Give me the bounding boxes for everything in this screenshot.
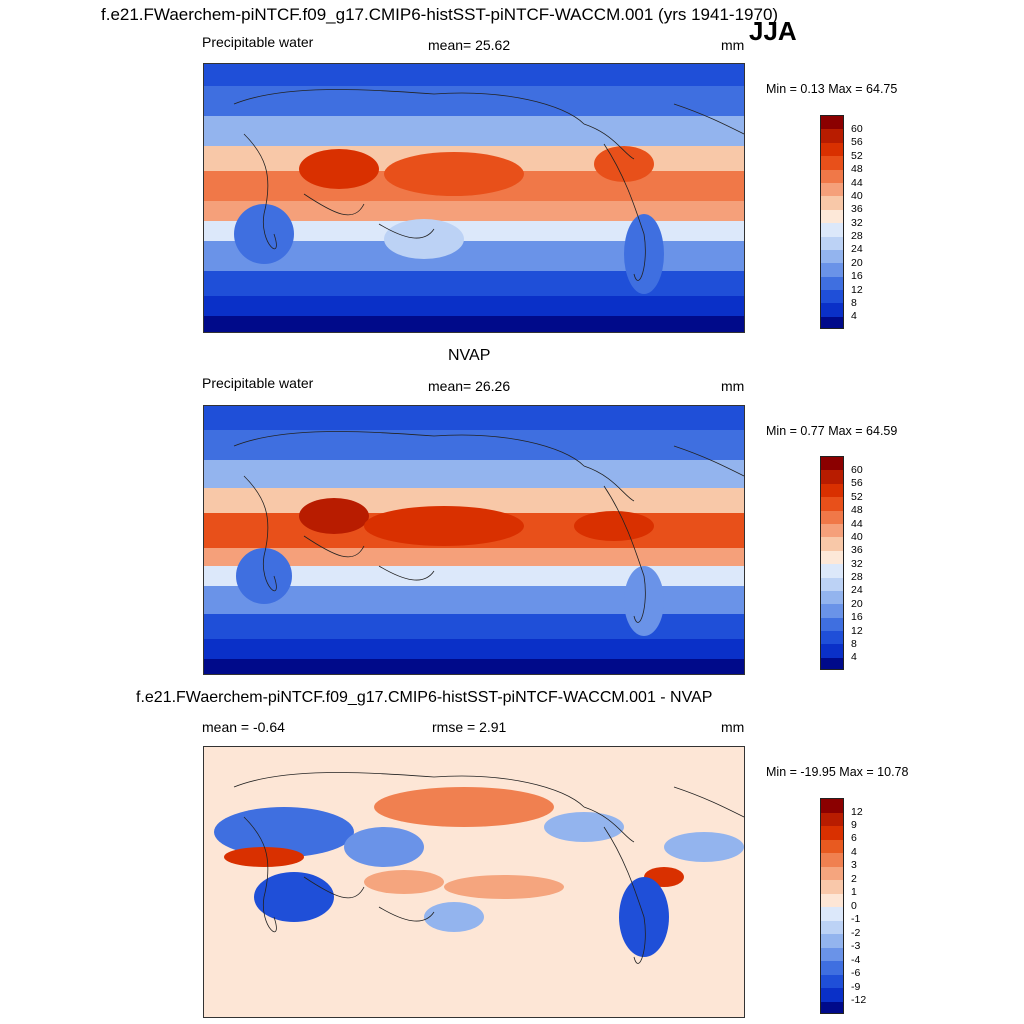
panel1-units: mm bbox=[721, 37, 745, 53]
panel2-cb-label: 36 bbox=[851, 544, 863, 556]
panel1-cb-label: 24 bbox=[851, 243, 863, 255]
panel2-colorbar bbox=[820, 456, 844, 670]
panel3-colorbar bbox=[820, 798, 844, 1014]
panel3-cb-label: 3 bbox=[851, 859, 857, 871]
panel1-cb-label: 32 bbox=[851, 217, 863, 229]
panel2-units: mm bbox=[721, 378, 745, 394]
panel1-cb-label: 44 bbox=[851, 177, 863, 189]
panel2-cb-label: 8 bbox=[851, 638, 857, 650]
panel2-cb-label: 20 bbox=[851, 598, 863, 610]
panel2-cb-label: 4 bbox=[851, 651, 857, 663]
panel2-cb-label: 48 bbox=[851, 504, 863, 516]
panel2-cb-label: 24 bbox=[851, 584, 863, 596]
panel1-cb-label: 20 bbox=[851, 257, 863, 269]
panel3-rmse: rmse = 2.91 bbox=[432, 719, 507, 735]
panel1-variable-label: Precipitable water bbox=[202, 34, 314, 50]
panel2-cb-label: 44 bbox=[851, 518, 863, 530]
panel2-cb-label: 52 bbox=[851, 491, 863, 503]
panel3-cb-label: 6 bbox=[851, 832, 857, 844]
panel1-cb-label: 16 bbox=[851, 270, 863, 282]
panel3-cb-label: 9 bbox=[851, 819, 857, 831]
panel2-cb-label: 40 bbox=[851, 531, 863, 543]
panel2-cb-label: 56 bbox=[851, 477, 863, 489]
panel3-units: mm bbox=[721, 719, 745, 735]
panel2-cb-label: 32 bbox=[851, 558, 863, 570]
panel1-cb-label: 12 bbox=[851, 284, 863, 296]
panel3-title: f.e21.FWaerchem-piNTCF.f09_g17.CMIP6-his… bbox=[136, 689, 713, 706]
panel1-cb-label: 36 bbox=[851, 203, 863, 215]
panel1-cb-label: 48 bbox=[851, 163, 863, 175]
panel3-cb-label: 12 bbox=[851, 806, 863, 818]
panel1-cb-label: 56 bbox=[851, 136, 863, 148]
panel1-cb-label: 52 bbox=[851, 150, 863, 162]
panel2-minmax: Min = 0.77 Max = 64.59 bbox=[766, 424, 898, 438]
panel3-cb-label: -9 bbox=[851, 981, 861, 993]
panel3-cb-label: -4 bbox=[851, 954, 861, 966]
panel3-mean: mean = -0.64 bbox=[202, 719, 285, 735]
panel1-cb-label: 60 bbox=[851, 123, 863, 135]
panel3-cb-label: -1 bbox=[851, 913, 861, 925]
panel1-mean: mean= 25.62 bbox=[428, 37, 511, 53]
panel2-mean: mean= 26.26 bbox=[428, 378, 511, 394]
panel1-cb-label: 40 bbox=[851, 190, 863, 202]
season-label: JJA bbox=[749, 16, 797, 46]
panel2-cb-label: 12 bbox=[851, 625, 863, 637]
panel1-cb-label: 28 bbox=[851, 230, 863, 242]
panel2-cb-label: 60 bbox=[851, 464, 863, 476]
panel2-cb-label: 28 bbox=[851, 571, 863, 583]
panel3-cb-label: 4 bbox=[851, 846, 857, 858]
panel2-map bbox=[203, 405, 745, 675]
panel3-cb-label: 2 bbox=[851, 873, 857, 885]
panel2-title: NVAP bbox=[448, 347, 491, 364]
panel3-cb-label: -12 bbox=[851, 994, 867, 1006]
panel3-cb-label: -3 bbox=[851, 940, 861, 952]
panel1-cb-label: 8 bbox=[851, 297, 857, 309]
panel3-cb-label: 0 bbox=[851, 900, 857, 912]
panel1-colorbar bbox=[820, 115, 844, 329]
panel2-cb-label: 16 bbox=[851, 611, 863, 623]
figure-title: f.e21.FWaerchem-piNTCF.f09_g17.CMIP6-his… bbox=[101, 5, 779, 24]
panel3-minmax: Min = -19.95 Max = 10.78 bbox=[766, 765, 909, 779]
panel3-cb-label: -6 bbox=[851, 967, 861, 979]
panel1-cb-label: 4 bbox=[851, 310, 857, 322]
panel3-cb-label: -2 bbox=[851, 927, 861, 939]
panel1-map bbox=[203, 63, 745, 333]
panel2-variable-label: Precipitable water bbox=[202, 375, 314, 391]
panel3-cb-label: 1 bbox=[851, 886, 857, 898]
panel1-minmax: Min = 0.13 Max = 64.75 bbox=[766, 82, 898, 96]
panel3-map bbox=[203, 746, 745, 1018]
